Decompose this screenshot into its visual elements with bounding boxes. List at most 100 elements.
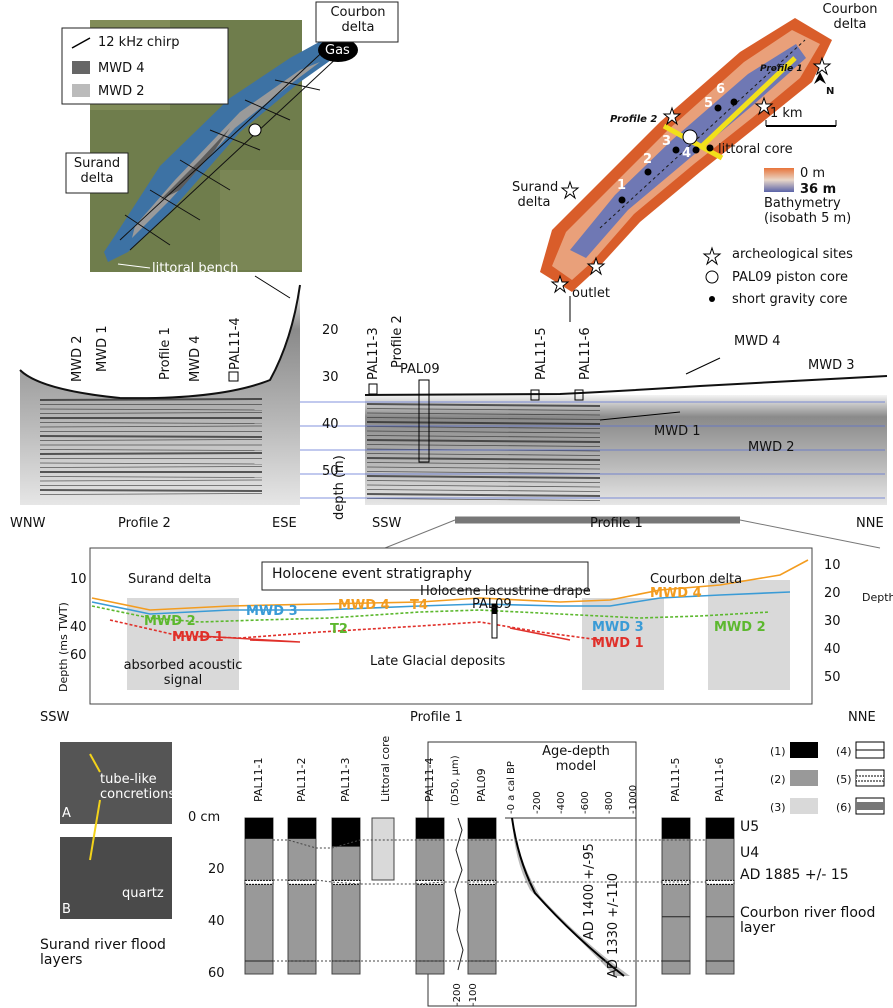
profile-label: MWD 1 xyxy=(654,424,701,439)
core-box xyxy=(574,389,584,401)
reflectors xyxy=(39,398,885,501)
core-number: 6 xyxy=(716,82,726,97)
direction-label: WNW xyxy=(10,516,46,531)
legend-text: (6) xyxy=(836,801,852,814)
core-event xyxy=(705,879,735,885)
pointer xyxy=(117,263,151,269)
core-event xyxy=(244,879,274,885)
tick-label: 30 xyxy=(824,614,841,629)
depth-tick-label: 40 xyxy=(208,914,225,929)
depth-tick-label: 30 xyxy=(322,370,339,385)
field xyxy=(220,170,302,270)
gravity-cores xyxy=(618,98,738,204)
reflector xyxy=(39,476,263,478)
tick-label: 10 xyxy=(70,572,87,587)
reflector xyxy=(39,452,263,455)
arrow xyxy=(89,799,101,861)
annotation: Surand river flood layers xyxy=(40,937,166,968)
arrow xyxy=(254,275,291,299)
mwd3-horizon xyxy=(91,591,791,615)
lake-axis xyxy=(599,39,806,229)
reflector xyxy=(366,471,601,474)
strat-label: MWD 3 xyxy=(592,620,644,635)
label-box xyxy=(315,1,399,43)
core-event xyxy=(415,879,445,885)
annotation: Courbon river flood layer xyxy=(740,905,876,936)
pal09-core xyxy=(492,604,497,614)
core-unit xyxy=(288,818,316,839)
depth-tick-label: 20 xyxy=(322,323,339,338)
tick-label: 50 xyxy=(824,670,841,685)
reflector xyxy=(366,408,601,411)
age-label: AD 1330 +/-110 xyxy=(606,872,621,978)
direction-label: SSW xyxy=(40,710,70,725)
core-site xyxy=(248,123,262,137)
reflector xyxy=(366,462,601,465)
legend-text: PAL09 piston core xyxy=(732,270,849,285)
core xyxy=(287,817,317,975)
reflector xyxy=(39,439,263,441)
core-box xyxy=(418,379,430,463)
strat-label: absorbed acoustic signal xyxy=(123,658,243,688)
strat-label: MWD 4 xyxy=(338,598,390,613)
profile-label: MWD 2 xyxy=(70,335,85,382)
reflector xyxy=(366,444,601,447)
depth-tick-label: 0 cm xyxy=(188,810,221,825)
core-name: PAL11-5 xyxy=(669,757,682,802)
lake xyxy=(104,36,348,262)
reflector xyxy=(366,439,601,443)
core-name: PAL11-1 xyxy=(252,757,265,802)
profile-label: Profile 1 xyxy=(158,327,173,380)
legend-swatch xyxy=(71,37,91,49)
profile-label: PAL11-5 xyxy=(534,327,549,380)
reflector xyxy=(39,449,263,451)
strat-label: T4 xyxy=(410,598,428,613)
core-event xyxy=(331,879,361,885)
reflector xyxy=(366,484,601,488)
tick-label: -600 xyxy=(580,791,591,814)
strat-label: Holocene lacustrine drape xyxy=(420,584,591,599)
strat-label: MWD 1 xyxy=(592,636,644,651)
reflector xyxy=(366,466,601,470)
core-number: 4 xyxy=(682,146,692,161)
gas-patch xyxy=(318,38,358,62)
cores xyxy=(244,817,735,975)
tick-label: -200 xyxy=(452,983,463,1006)
photo-label: B xyxy=(62,902,71,917)
legend-swatch xyxy=(72,84,90,97)
reflector xyxy=(366,475,601,479)
strat-label: MWD 4 xyxy=(650,586,702,601)
legend-text: (2) xyxy=(770,773,786,786)
photo xyxy=(60,837,172,919)
profile-title: Profile 1 xyxy=(590,516,643,531)
d50-curve xyxy=(454,817,464,971)
reflector xyxy=(366,430,601,434)
reflector xyxy=(366,489,601,492)
core-name: PAL11-4 xyxy=(423,757,436,802)
place-label: Surand delta xyxy=(512,180,559,210)
core-box xyxy=(530,389,540,401)
profile-label: MWD 4 xyxy=(734,334,781,349)
photo-label: A xyxy=(62,806,71,821)
axis-label: Depth (ms TWT) xyxy=(57,602,70,692)
depth-tick-label: 60 xyxy=(208,966,225,981)
legend-text: (1) xyxy=(770,745,786,758)
core-unit xyxy=(245,818,273,839)
colorbar-title: Bathymetry (isobath 5 m) xyxy=(764,196,852,226)
reflector xyxy=(366,421,601,425)
strat-label: MWD 2 xyxy=(144,614,196,629)
reflector xyxy=(39,489,263,492)
axis-label: (D50, µm) xyxy=(450,755,461,806)
direction-label: NNE xyxy=(856,516,884,531)
core-unit xyxy=(662,818,690,839)
profile-label: PAL09 xyxy=(400,362,440,377)
reflector xyxy=(39,493,263,495)
mwd1-lens xyxy=(509,627,571,641)
reflector xyxy=(366,480,601,483)
archeological-stars xyxy=(550,56,832,294)
core-number: 3 xyxy=(662,134,672,149)
age-curve xyxy=(511,817,625,977)
place-label: littoral bench xyxy=(152,261,239,276)
